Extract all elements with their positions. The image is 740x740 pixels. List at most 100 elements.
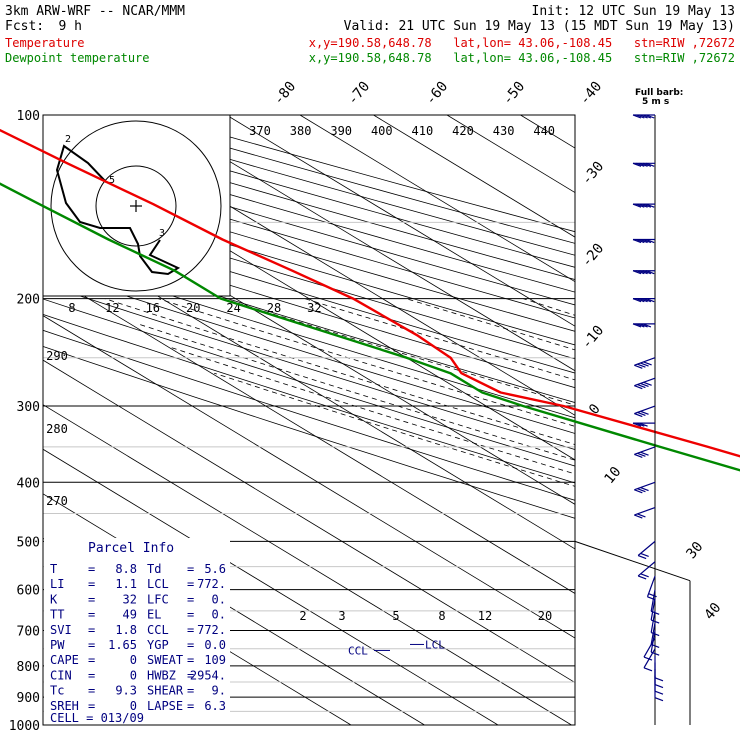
wind-barb — [634, 357, 656, 369]
sounding-profiles: CCL LCL — [0, 128, 740, 657]
parcel-value: 109 — [204, 653, 226, 667]
parcel-equals: = — [187, 608, 194, 622]
parcel-equals: = — [187, 684, 194, 698]
isotherm-line — [43, 315, 575, 639]
dewpoint-legend: Dewpoint temperature — [5, 51, 150, 65]
parcel-key: Tc — [50, 684, 64, 698]
wind-barb — [650, 589, 660, 615]
pressure-tick-label: 900 — [17, 691, 40, 706]
wind-barb — [632, 298, 655, 303]
axis-connector-line — [574, 540, 691, 582]
parcel-equals: = — [187, 623, 194, 637]
mixing-ratio-label: 5 — [392, 609, 399, 623]
pressure-tick-label: 300 — [17, 400, 40, 415]
isotherm-label: -40 — [577, 79, 606, 109]
moist-adiabat-line — [169, 346, 575, 475]
parcel-title: Parcel Info — [88, 541, 174, 556]
parcel-value: 6.3 — [204, 699, 226, 713]
parcel-key: SHEAR — [147, 684, 184, 698]
parcel-equals: = — [187, 653, 194, 667]
wind-barb — [634, 506, 656, 519]
wind-barbs — [574, 114, 691, 725]
theta-side-label: 290 — [46, 349, 68, 363]
parcel-equals: = — [88, 592, 95, 606]
parcel-value: 32 — [123, 592, 137, 606]
parcel-value: 0 — [130, 653, 137, 667]
parcel-value: 49 — [123, 608, 137, 622]
parcel-equals: = — [187, 638, 194, 652]
theta-label: 420 — [452, 124, 474, 138]
parcel-key: Td — [147, 562, 161, 576]
parcel-value: 1.1 — [115, 577, 137, 591]
parcel-key: TT — [50, 608, 64, 622]
parcel-key: LFC — [147, 592, 169, 606]
wind-barb — [650, 598, 660, 624]
barb-legend-unit: 5 m s — [642, 97, 669, 107]
parcel-value: 1.65 — [108, 638, 137, 652]
wind-barb — [634, 481, 656, 494]
wind-barb — [643, 648, 656, 672]
isotherm-line — [43, 270, 575, 594]
hodograph-ring-label: 16 — [146, 301, 160, 315]
ccl-label: CCL — [348, 644, 368, 657]
parcel-value: 0.0 — [204, 638, 226, 652]
parcel-value: 1.8 — [115, 623, 137, 637]
wind-barb — [634, 405, 656, 418]
pressure-tick-label: 400 — [17, 476, 40, 491]
wind-barb — [632, 238, 655, 244]
parcel-equals: = — [88, 684, 95, 698]
parcel-key: SWEAT — [147, 653, 183, 667]
fcst-value: 9 h — [59, 19, 82, 34]
parcel-value: 2954. — [190, 668, 226, 682]
isotherm-label: -80 — [271, 79, 300, 109]
temperature-profile — [0, 128, 740, 458]
parcel-equals: = — [88, 608, 95, 622]
parcel-equals: = — [88, 577, 95, 591]
isotherm-label: -60 — [423, 79, 452, 109]
hodograph-ring-label: 12 — [105, 301, 119, 315]
parcel-value: 772. — [197, 577, 226, 591]
isotherm-line — [152, 115, 575, 372]
isotherm-line — [43, 448, 499, 725]
wind-barb — [634, 377, 656, 390]
parcel-info-panel: Parcel Info T = 8.8 Td = 5.6LI = 1.1 LCL = 772.K = 3… — [44, 538, 230, 725]
wind-barb — [637, 540, 656, 560]
pressure-tick-label: 500 — [17, 535, 40, 550]
parcel-value: 0. — [212, 608, 226, 622]
parcel-value: 772. — [197, 623, 226, 637]
isotherm-line — [446, 115, 575, 194]
parcel-key: PW — [50, 638, 65, 652]
isotherm-line — [299, 115, 575, 283]
parcel-key: CIN — [50, 668, 72, 682]
parcel-key: LCL — [147, 577, 169, 591]
mixing-ratio-label: 3 — [338, 609, 345, 623]
parcel-key: LI — [50, 577, 64, 591]
wind-barb — [654, 655, 664, 682]
parcel-key: T — [50, 562, 57, 576]
wind-barb — [632, 422, 655, 427]
parcel-equals: = — [88, 638, 95, 652]
hodograph-ring-label: 32 — [307, 301, 321, 315]
parcel-equals: = — [187, 699, 194, 713]
parcel-key: EL — [147, 608, 161, 622]
mixing-ratio-label: 12 — [478, 609, 492, 623]
hodograph-mark: 5 — [109, 175, 115, 186]
theta-label: 430 — [493, 124, 515, 138]
wind-barb — [632, 114, 655, 119]
wind-barb — [632, 270, 655, 275]
isotherm-label: -70 — [345, 79, 374, 109]
parcel-value: 0 — [130, 699, 137, 713]
isotherm-label: 30 — [683, 539, 706, 562]
parcel-equals: = — [88, 623, 95, 637]
parcel-value: 9. — [212, 684, 226, 698]
theta-label: 390 — [330, 124, 352, 138]
pressure-tick-label: 600 — [17, 584, 40, 599]
parcel-cell: CELL = 013/09 — [50, 711, 144, 725]
model-title: 3km ARW-WRF -- NCAR/MMM — [5, 4, 185, 19]
parcel-key: CAPE — [50, 653, 79, 667]
wind-barb — [637, 561, 656, 580]
wind-barb — [650, 610, 660, 637]
parcel-equals: = — [88, 653, 95, 667]
hodograph-ring-label: 8 — [68, 301, 75, 315]
parcel-equals: = — [187, 577, 194, 591]
